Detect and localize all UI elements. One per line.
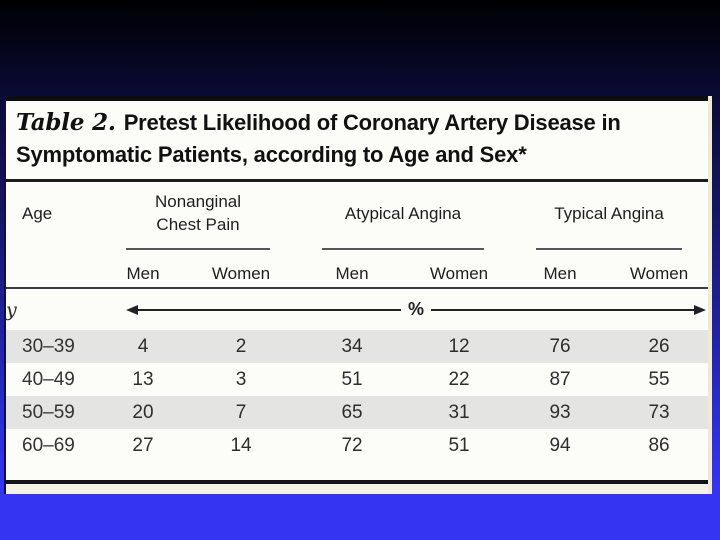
value-cell: 20 [100, 396, 186, 429]
units-row: y % [6, 288, 708, 330]
scan-page-edge [6, 484, 708, 494]
value-cell: 2 [186, 330, 297, 363]
table-title: Table 2. Pretest Likelihood of Coronary A… [6, 101, 708, 182]
value-cell: 87 [549, 368, 571, 390]
arrowhead-left-icon [126, 304, 138, 315]
value-cell: 31 [408, 396, 511, 429]
value-cell: 7 [186, 396, 297, 429]
table-bottom-border [6, 480, 708, 484]
value-cell: 4 [100, 330, 186, 363]
group-header-nonanginal-line1: Nonanginal [155, 192, 242, 211]
age-column-header: Age [22, 203, 53, 223]
group-header-typical-line1: Typical Angina [554, 203, 664, 223]
table-row: 60–69 27 14 72 51 94 86 [6, 429, 708, 462]
arrowhead-right-icon [694, 304, 707, 315]
value-cell: 76 [510, 330, 611, 363]
table-row: 50–59 20 7 65 31 93 73 [6, 396, 709, 429]
percent-unit-label: % [408, 299, 425, 319]
value-cell: 73 [610, 396, 709, 429]
value-cell: 22 [448, 368, 470, 390]
group-header-nonanginal: Nonanginal Chest Pain [100, 182, 296, 244]
age-cell: 60–69 [22, 434, 75, 456]
table-row: 30–39 4 2 34 12 76 26 [6, 330, 709, 363]
men-header-1: Men [100, 260, 186, 289]
spanner-rule-row [6, 244, 708, 260]
value-cell: 26 [610, 330, 709, 363]
spanner-rule-typical [536, 248, 683, 250]
table-number-label: Table 2. [16, 109, 116, 136]
value-cell: 65 [296, 396, 409, 429]
spanner-rule-nonanginal [126, 248, 271, 250]
value-cell: 93 [510, 396, 611, 429]
men-header-3: Men [510, 260, 611, 289]
age-cell: 50–59 [6, 396, 100, 429]
group-header-typical: Typical Angina [510, 182, 708, 244]
table-title-line2: Symptomatic Patients, according to Age a… [16, 142, 527, 167]
value-cell: 51 [448, 434, 470, 456]
value-cell: 55 [648, 368, 670, 390]
women-header-3: Women [610, 260, 709, 289]
value-cell: 13 [132, 368, 154, 390]
group-header-row: Age Nonanginal Chest Pain Atypical Angin… [6, 182, 708, 244]
spanner-rule-atypical [322, 248, 485, 250]
group-header-nonanginal-line2: Chest Pain [156, 215, 240, 234]
table-title-line1: Pretest Likelihood of Coronary Artery Di… [123, 110, 621, 135]
scanned-table-image: Table 2. Pretest Likelihood of Coronary A… [4, 96, 712, 494]
age-cell: 30–39 [6, 330, 100, 363]
value-cell: 34 [296, 330, 409, 363]
percent-span-arrow: % [100, 299, 708, 320]
value-cell: 72 [341, 434, 363, 456]
women-header-1: Women [186, 260, 297, 289]
age-unit-label: y [6, 298, 17, 321]
age-cell: 40–49 [22, 368, 75, 390]
data-table: Age Nonanginal Chest Pain Atypical Angin… [6, 182, 709, 462]
value-cell: 94 [549, 434, 571, 456]
value-cell: 3 [235, 368, 247, 390]
group-header-atypical: Atypical Angina [296, 182, 510, 244]
men-header-2: Men [296, 260, 409, 289]
value-cell: 51 [341, 368, 363, 390]
value-cell: 12 [408, 330, 511, 363]
table-row: 40–49 13 3 51 22 87 55 [6, 363, 708, 396]
value-cell: 86 [648, 434, 670, 456]
women-header-2: Women [408, 260, 511, 289]
group-header-atypical-line1: Atypical Angina [344, 203, 462, 223]
value-cell: 27 [132, 434, 154, 456]
sex-header-row: Men Women Men Women Men Women [6, 260, 709, 289]
table-top-border [6, 96, 708, 101]
value-cell: 14 [230, 434, 252, 456]
